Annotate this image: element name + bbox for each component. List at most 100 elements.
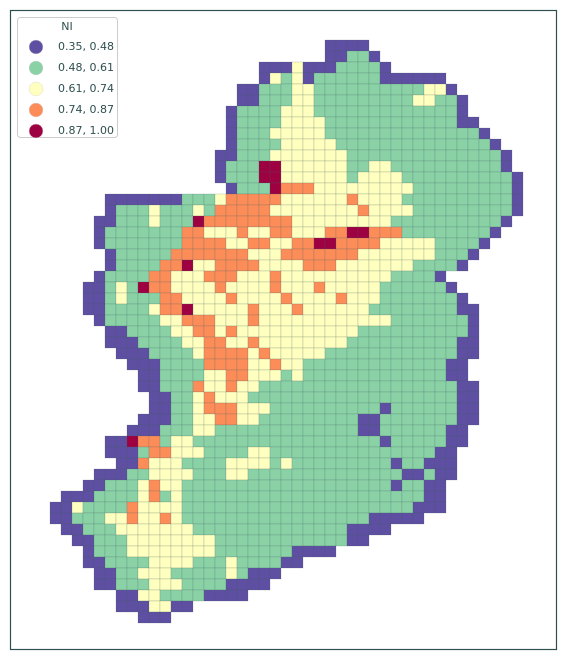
grid-cell	[357, 226, 370, 239]
grid-cell	[335, 534, 348, 547]
grid-cell	[478, 138, 491, 151]
grid-cell	[280, 160, 293, 173]
grid-cell	[335, 402, 348, 415]
grid-cell	[148, 270, 161, 283]
grid-cell	[126, 314, 139, 327]
grid-cell	[423, 105, 436, 118]
grid-cell	[159, 193, 172, 206]
grid-cell	[159, 479, 172, 492]
grid-cell	[148, 248, 161, 261]
grid-cell	[192, 457, 205, 470]
grid-cell	[324, 468, 337, 481]
grid-cell	[280, 358, 293, 371]
grid-cell	[137, 325, 150, 338]
grid-cell	[291, 61, 304, 74]
grid-cell	[247, 193, 260, 206]
grid-cell	[214, 237, 227, 250]
legend-marker	[28, 60, 44, 76]
grid-cell	[82, 479, 95, 492]
grid-cell	[412, 501, 425, 514]
grid-cell	[390, 369, 403, 382]
grid-cell	[445, 83, 458, 96]
grid-cell	[181, 534, 194, 547]
grid-cell	[346, 402, 359, 415]
grid-cell	[346, 83, 359, 96]
grid-cell	[368, 193, 381, 206]
grid-cell	[346, 358, 359, 371]
grid-cell	[137, 215, 150, 228]
grid-cell	[390, 347, 403, 360]
grid-cell	[159, 380, 172, 393]
grid-cell	[115, 512, 128, 525]
grid-cell	[401, 138, 414, 151]
grid-cell	[324, 259, 337, 272]
grid-cell	[445, 402, 458, 415]
grid-cell	[159, 413, 172, 426]
grid-cell	[291, 556, 304, 569]
legend-marker	[28, 123, 44, 139]
grid-cell	[489, 193, 502, 206]
grid-cell	[313, 424, 326, 437]
grid-cell	[313, 248, 326, 261]
grid-cell	[170, 567, 183, 580]
grid-cell	[115, 457, 128, 470]
grid-cell	[82, 490, 95, 503]
grid-cell	[291, 347, 304, 360]
grid-cell	[390, 512, 403, 525]
grid-cell	[302, 347, 315, 360]
grid-cell	[324, 490, 337, 503]
grid-cell	[225, 512, 238, 525]
grid-cell	[302, 413, 315, 426]
grid-cell	[148, 567, 161, 580]
grid-cell	[115, 248, 128, 261]
grid-cell	[170, 523, 183, 536]
grid-cell	[346, 248, 359, 261]
grid-cell	[148, 523, 161, 536]
grid-cell	[203, 193, 216, 206]
grid-cell	[401, 402, 414, 415]
grid-cell	[313, 237, 326, 250]
grid-cell	[390, 402, 403, 415]
grid-cell	[170, 237, 183, 250]
grid-cell	[214, 149, 227, 162]
grid-cell	[269, 127, 282, 140]
grid-cell	[258, 336, 271, 349]
grid-cell	[368, 479, 381, 492]
grid-cell	[126, 523, 139, 536]
grid-cell	[302, 72, 315, 85]
grid-cell	[115, 600, 128, 613]
grid-cell	[302, 424, 315, 437]
grid-cell	[236, 259, 249, 272]
grid-cell	[214, 589, 227, 602]
grid-cell	[412, 138, 425, 151]
grid-cell	[258, 556, 271, 569]
grid-cell	[104, 325, 117, 338]
grid-cell	[247, 105, 260, 118]
grid-cell	[390, 303, 403, 316]
grid-cell	[247, 149, 260, 162]
grid-cell	[181, 226, 194, 239]
grid-cell	[258, 237, 271, 250]
grid-cell	[170, 259, 183, 272]
grid-cell	[379, 435, 392, 448]
grid-cell	[225, 435, 238, 448]
grid-cell	[390, 182, 403, 195]
grid-cell	[159, 545, 172, 558]
grid-cell	[357, 182, 370, 195]
grid-cell	[181, 391, 194, 404]
grid-cell	[214, 545, 227, 558]
grid-cell	[214, 479, 227, 492]
grid-cell	[170, 578, 183, 591]
grid-cell	[291, 215, 304, 228]
grid-cell	[269, 446, 282, 459]
grid-cell	[115, 226, 128, 239]
grid-cell	[291, 391, 304, 404]
grid-cell	[456, 435, 469, 448]
grid-cell	[236, 446, 249, 459]
grid-cell	[313, 545, 326, 558]
grid-cell	[192, 248, 205, 261]
grid-cell	[181, 347, 194, 360]
grid-cell	[412, 259, 425, 272]
grid-cell	[203, 237, 216, 250]
grid-cell	[159, 424, 172, 437]
